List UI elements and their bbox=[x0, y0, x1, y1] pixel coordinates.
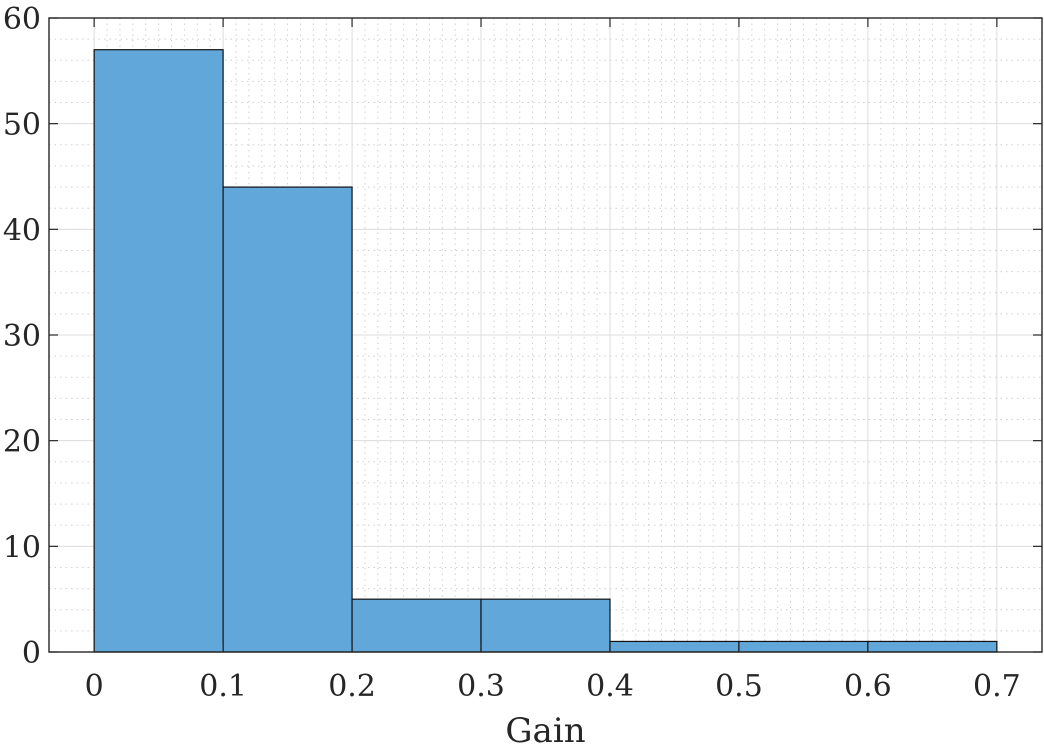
x-axis-label: Gain bbox=[505, 711, 585, 746]
x-tick-labels: 0 0.1 0.2 0.3 0.4 0.5 0.6 0.7 bbox=[85, 669, 1021, 704]
histogram-bar bbox=[222, 186, 353, 653]
x-tick-label: 0.3 bbox=[457, 669, 505, 704]
y-tick-label: 50 bbox=[3, 108, 41, 143]
y-tick-label: 10 bbox=[3, 530, 41, 565]
x-tick-label: 0.7 bbox=[973, 669, 1021, 704]
x-tick-label: 0.4 bbox=[586, 669, 634, 704]
x-tick-label: 0.6 bbox=[844, 669, 892, 704]
y-tick-labels: 0 10 20 30 40 50 60 bbox=[3, 2, 41, 671]
histogram-bar bbox=[867, 640, 998, 653]
histogram-bar bbox=[93, 49, 224, 653]
histogram-bar bbox=[351, 598, 482, 653]
histogram-bar bbox=[738, 640, 869, 653]
x-tick-label: 0.2 bbox=[328, 669, 376, 704]
ticks bbox=[49, 17, 1042, 653]
y-tick-label: 30 bbox=[3, 319, 41, 354]
x-tick-label: 0.5 bbox=[715, 669, 763, 704]
y-tick-label: 20 bbox=[3, 425, 41, 460]
y-tick-label: 0 bbox=[22, 636, 41, 671]
x-tick-label: 0.1 bbox=[199, 669, 247, 704]
histogram-bar bbox=[480, 598, 611, 653]
x-tick-label: 0 bbox=[85, 669, 104, 704]
y-tick-label: 40 bbox=[3, 213, 41, 248]
y-tick-label: 60 bbox=[3, 2, 41, 37]
histogram-bar bbox=[609, 640, 740, 653]
bars bbox=[93, 49, 998, 653]
